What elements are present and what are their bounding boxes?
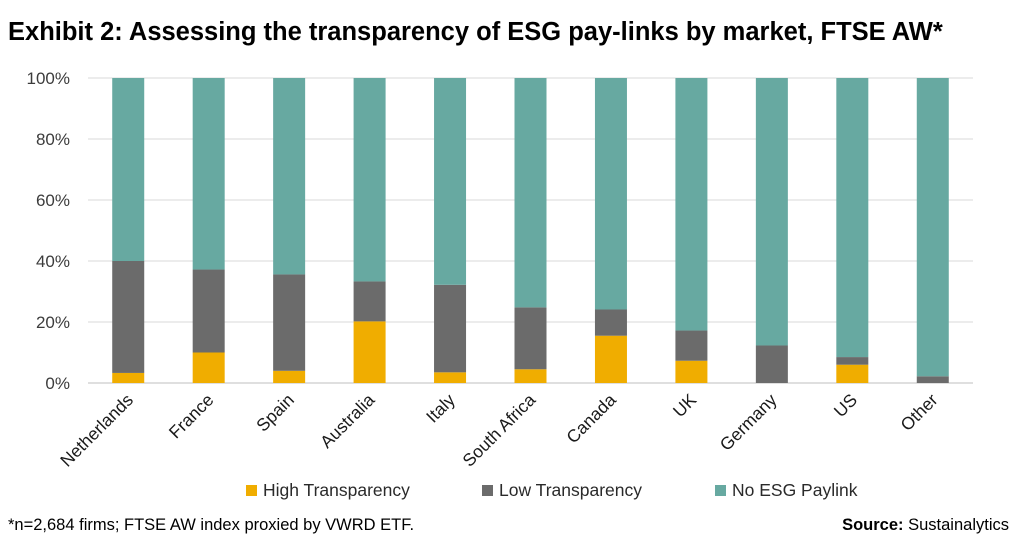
y-tick-label: 20% xyxy=(36,313,70,332)
bar-segment-high-transparency-us xyxy=(836,364,869,383)
bar-segment-high-transparency-italy xyxy=(434,372,467,383)
y-tick-label: 60% xyxy=(36,191,70,210)
y-tick-label: 40% xyxy=(36,252,70,271)
legend: High Transparency Low Transparency No ES… xyxy=(0,480,1021,502)
bars xyxy=(112,78,949,383)
bar-segment-high-transparency-south-africa xyxy=(514,369,547,383)
x-tick-label: South Africa xyxy=(458,390,539,471)
bar-segment-no-esg-paylink-uk xyxy=(675,78,708,331)
bar-segment-no-esg-paylink-france xyxy=(192,78,225,270)
bar-segment-no-esg-paylink-canada xyxy=(594,78,627,310)
bar-segment-no-esg-paylink-germany xyxy=(755,78,788,346)
y-tick-label: 80% xyxy=(36,130,70,149)
source-credit: Source: Sustainalytics xyxy=(842,516,1009,535)
bar-segment-low-transparency-france xyxy=(192,269,225,353)
legend-swatch-no-esg-paylink xyxy=(715,485,726,496)
x-tick-label: Canada xyxy=(562,390,620,448)
bar-segment-no-esg-paylink-netherlands xyxy=(112,78,145,261)
bar-segment-high-transparency-uk xyxy=(675,360,708,383)
bar-segment-no-esg-paylink-australia xyxy=(353,78,386,282)
y-axis-tick-labels: 0% 20% 40% 60% 80% 100% xyxy=(27,69,70,393)
footnote: *n=2,684 firms; FTSE AW index proxied by… xyxy=(8,516,415,534)
x-tick-label: France xyxy=(165,390,218,443)
legend-label-no-esg-paylink: No ESG Paylink xyxy=(732,480,858,500)
bar-segment-low-transparency-italy xyxy=(434,284,467,373)
y-tick-label: 0% xyxy=(45,374,70,393)
legend-item-high-transparency: High Transparency xyxy=(246,480,410,501)
bar-segment-no-esg-paylink-italy xyxy=(434,78,467,285)
bar-segment-low-transparency-canada xyxy=(594,309,627,336)
bar-segment-no-esg-paylink-other xyxy=(916,78,949,377)
source-value: Sustainalytics xyxy=(908,516,1009,534)
y-tick-label: 100% xyxy=(27,69,70,88)
x-tick-label: Australia xyxy=(316,390,378,452)
legend-label-low-transparency: Low Transparency xyxy=(499,480,642,500)
bar-segment-high-transparency-canada xyxy=(594,335,627,383)
bar-segment-high-transparency-netherlands xyxy=(112,372,145,383)
stacked-bar-chart: 0% 20% 40% 60% 80% 100% Netherlands France Spai… xyxy=(27,69,973,471)
x-tick-label: Italy xyxy=(422,390,459,427)
bar-segment-high-transparency-australia xyxy=(353,321,386,383)
bar-segment-low-transparency-spain xyxy=(273,274,306,371)
legend-item-low-transparency: Low Transparency xyxy=(482,480,642,501)
bar-segment-low-transparency-australia xyxy=(353,281,386,322)
bar-segment-no-esg-paylink-us xyxy=(836,78,869,358)
legend-label-high-transparency: High Transparency xyxy=(263,480,410,500)
legend-swatch-low-transparency xyxy=(482,485,493,496)
x-tick-label: Netherlands xyxy=(56,390,137,471)
x-tick-label: US xyxy=(830,390,861,421)
bar-segment-no-esg-paylink-south-africa xyxy=(514,78,547,308)
bar-segment-low-transparency-us xyxy=(836,357,869,365)
bar-segment-low-transparency-other xyxy=(916,376,949,383)
legend-item-no-esg-paylink: No ESG Paylink xyxy=(715,480,857,501)
bar-segment-high-transparency-spain xyxy=(273,370,306,383)
bar-segment-low-transparency-uk xyxy=(675,330,708,361)
x-tick-label: Spain xyxy=(252,390,298,436)
source-label: Source: xyxy=(842,516,904,534)
bar-segment-low-transparency-netherlands xyxy=(112,261,145,373)
chart-title: Exhibit 2: Assessing the transparency of… xyxy=(8,18,943,46)
x-tick-label: Germany xyxy=(716,390,781,455)
bar-segment-high-transparency-france xyxy=(192,352,225,383)
legend-swatch-high-transparency xyxy=(246,485,257,496)
x-axis-category-labels: Netherlands France Spain Australia Italy Sout… xyxy=(56,389,942,470)
x-tick-label: UK xyxy=(669,389,701,421)
bar-segment-low-transparency-germany xyxy=(755,345,788,383)
x-tick-label: Other xyxy=(897,390,942,435)
bar-segment-low-transparency-south-africa xyxy=(514,307,547,370)
bar-segment-no-esg-paylink-spain xyxy=(273,78,306,275)
